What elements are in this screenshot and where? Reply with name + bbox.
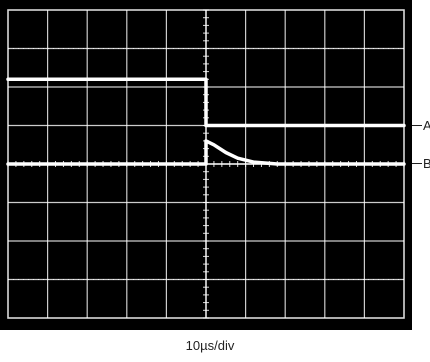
trace-line-b: [6, 139, 406, 166]
oscilloscope-plot: [6, 9, 406, 319]
trace-line-a: [6, 77, 406, 128]
trace-connector-a: [412, 124, 422, 126]
trace-label-b: B: [423, 156, 430, 171]
trace-label-a: A: [423, 117, 430, 133]
trace-connector-b: [412, 163, 422, 164]
x-axis-label: 10µs/div: [185, 338, 235, 353]
oscilloscope-screen: [0, 0, 412, 330]
